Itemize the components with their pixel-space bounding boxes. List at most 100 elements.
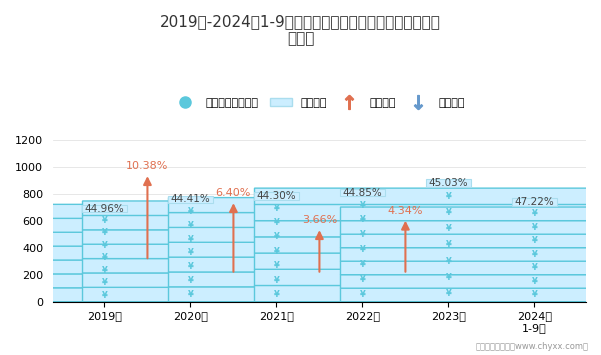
Text: ¥: ¥ [445,192,451,201]
FancyBboxPatch shape [341,207,601,221]
FancyBboxPatch shape [0,226,298,239]
FancyBboxPatch shape [254,285,601,302]
Text: ¥: ¥ [102,266,108,275]
FancyBboxPatch shape [168,242,557,257]
FancyBboxPatch shape [254,269,601,285]
Text: ¥: ¥ [102,228,108,237]
FancyBboxPatch shape [0,288,385,302]
FancyBboxPatch shape [0,204,385,218]
FancyBboxPatch shape [340,189,385,196]
Legend: 累计保费（亿元）, 寿险占比, 同比增加, 同比减少: 累计保费（亿元）, 寿险占比, 同比增加, 同比减少 [170,93,469,112]
FancyBboxPatch shape [0,277,298,289]
Text: ¥: ¥ [102,278,108,287]
FancyBboxPatch shape [254,253,601,269]
Text: ¥: ¥ [445,240,451,249]
Text: ¥: ¥ [273,261,279,270]
Text: ¥: ¥ [359,215,365,224]
Text: 4.34%: 4.34% [388,206,423,216]
FancyBboxPatch shape [0,289,298,302]
Text: ¥: ¥ [531,236,537,245]
Text: ¥: ¥ [102,253,108,262]
Text: ¥: ¥ [188,290,194,299]
Text: ¥: ¥ [188,248,194,257]
Text: ¥: ¥ [531,250,537,259]
FancyBboxPatch shape [254,192,299,200]
FancyBboxPatch shape [168,287,557,302]
FancyBboxPatch shape [168,198,557,213]
Text: ¥: ¥ [188,235,194,244]
FancyBboxPatch shape [0,218,385,232]
FancyBboxPatch shape [0,214,298,226]
Text: ¥: ¥ [359,260,365,269]
Text: 44.85%: 44.85% [343,187,382,197]
Text: ¥: ¥ [531,263,537,272]
Text: ¥: ¥ [273,290,279,299]
FancyBboxPatch shape [82,258,471,273]
FancyBboxPatch shape [0,246,385,260]
Text: ¥: ¥ [273,247,279,256]
Text: ¥: ¥ [102,291,108,300]
Text: ¥: ¥ [531,277,537,286]
Text: ¥: ¥ [102,215,108,225]
FancyBboxPatch shape [82,244,471,258]
Text: ¥: ¥ [531,209,537,218]
Text: ¥: ¥ [445,289,451,298]
Text: 45.03%: 45.03% [429,178,468,188]
Text: 44.30%: 44.30% [257,191,296,201]
FancyBboxPatch shape [254,204,601,221]
Text: ¥: ¥ [188,262,194,271]
FancyBboxPatch shape [168,272,557,287]
Text: ¥: ¥ [188,276,194,285]
FancyBboxPatch shape [341,234,601,248]
FancyBboxPatch shape [0,251,298,264]
FancyBboxPatch shape [82,215,471,230]
Text: ¥: ¥ [273,218,279,227]
Text: ¥: ¥ [359,290,365,299]
FancyBboxPatch shape [341,247,601,261]
Text: ¥: ¥ [445,208,451,217]
FancyBboxPatch shape [82,201,471,215]
Text: 44.41%: 44.41% [171,194,210,204]
Text: ¥: ¥ [359,245,365,254]
Text: ¥: ¥ [445,257,451,266]
Text: ¥: ¥ [359,275,365,284]
FancyBboxPatch shape [512,198,557,206]
Text: ¥: ¥ [188,207,194,216]
FancyBboxPatch shape [426,179,471,187]
FancyBboxPatch shape [0,260,385,274]
Text: 制图：智研咨询（www.chyxx.com）: 制图：智研咨询（www.chyxx.com） [476,343,589,351]
Text: ¥: ¥ [445,224,451,233]
FancyBboxPatch shape [341,220,601,234]
FancyBboxPatch shape [168,212,557,228]
FancyBboxPatch shape [168,227,557,242]
FancyBboxPatch shape [341,274,601,288]
Text: ¥: ¥ [273,204,279,213]
Text: ¥: ¥ [359,230,365,239]
Text: 10.38%: 10.38% [126,161,169,171]
Text: ¥: ¥ [531,290,537,299]
Text: ¥: ¥ [531,223,537,232]
FancyBboxPatch shape [82,273,471,287]
Text: ¥: ¥ [273,275,279,284]
FancyBboxPatch shape [0,232,385,246]
Text: ¥: ¥ [273,233,279,241]
Text: 6.40%: 6.40% [216,188,251,198]
FancyBboxPatch shape [341,288,601,302]
Text: 2019年-2024年1-9月广西壮族自治区累计原保险保费收入
统计图: 2019年-2024年1-9月广西壮族自治区累计原保险保费收入 统计图 [160,14,441,47]
Text: ¥: ¥ [445,273,451,282]
FancyBboxPatch shape [168,196,213,203]
FancyBboxPatch shape [0,274,385,288]
FancyBboxPatch shape [254,220,601,237]
FancyBboxPatch shape [254,237,601,253]
FancyBboxPatch shape [82,205,127,212]
FancyBboxPatch shape [168,257,557,272]
FancyBboxPatch shape [82,230,471,244]
Text: ¥: ¥ [359,201,365,209]
Text: ¥: ¥ [188,221,194,230]
FancyBboxPatch shape [341,261,601,275]
FancyBboxPatch shape [82,287,471,302]
FancyBboxPatch shape [254,188,601,204]
Text: ¥: ¥ [102,241,108,250]
Text: 44.96%: 44.96% [85,204,124,214]
Text: 47.22%: 47.22% [514,197,554,207]
